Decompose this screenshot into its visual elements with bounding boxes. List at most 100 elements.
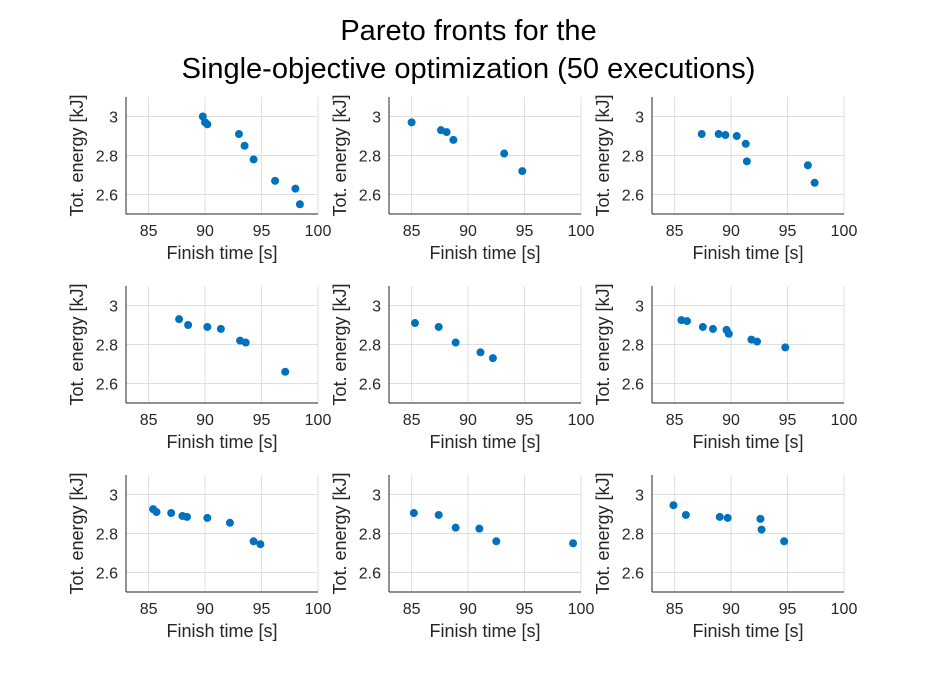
x-tick-label: 95 [253,601,271,618]
data-point [741,139,750,148]
y-tick-label: 2.8 [96,149,118,166]
y-axis-label: Tot. energy [kJ] [67,472,87,594]
x-tick-label: 85 [140,601,158,618]
data-point [698,322,707,331]
y-tick-label: 2.8 [359,338,381,355]
x-tick-label: 100 [831,601,858,618]
x-tick-label: 85 [403,412,421,429]
x-axis-label: Finish time [s] [429,621,540,641]
y-tick-label: 3 [635,488,644,505]
data-point [449,135,458,144]
subplot-3: 85 90 95 100 2.6 2.8 3 Finish time [s] Tot. ener… [593,94,857,263]
x-axis-label: Finish time [s] [166,621,277,641]
y-axis-label: Tot. energy [kJ] [593,472,613,594]
y-tick-label: 2.6 [96,377,118,394]
x-axis-label: Finish time [s] [429,243,540,263]
data-point [184,321,193,329]
data-point [753,337,762,346]
data-point [234,130,243,139]
data-point [681,510,690,519]
x-tick-label: 95 [779,601,797,618]
y-axis-label: Tot. energy [kJ] [67,94,87,216]
data-point [781,343,790,352]
data-point [732,132,741,140]
y-axis-label: Tot. energy [kJ] [67,283,87,405]
x-tick-label: 90 [722,601,740,618]
data-point [669,501,678,510]
y-tick-label: 2.6 [359,566,381,583]
x-tick-label: 90 [196,223,214,240]
data-point [281,367,290,376]
x-axis-label: Finish time [s] [166,432,277,452]
subplot-1: 85 90 95 100 2.6 2.8 3 Finish time [s] Tot. ener… [67,94,331,263]
y-tick-label: 3 [372,299,381,316]
data-point [434,510,443,519]
y-tick-label: 3 [109,110,118,127]
data-point [488,354,497,363]
x-axis-label: Finish time [s] [429,432,540,452]
x-tick-label: 90 [196,412,214,429]
x-tick-label: 90 [722,412,740,429]
y-tick-label: 2.6 [622,188,644,205]
x-tick-label: 85 [403,601,421,618]
data-point [175,315,184,324]
data-point [271,176,280,185]
data-point [407,118,416,127]
data-point [723,513,732,522]
x-tick-label: 90 [459,412,477,429]
y-tick-label: 2.6 [622,566,644,583]
data-point [203,120,212,129]
chart-title-line-1: Pareto fronts for the [340,15,597,47]
x-tick-label: 90 [459,223,477,240]
x-tick-label: 95 [516,412,534,429]
data-point [182,512,191,521]
data-point [291,184,300,193]
data-point [569,539,578,548]
data-point [810,178,819,187]
y-tick-label: 2.6 [96,566,118,583]
data-point [409,509,418,518]
data-point [434,322,443,331]
y-tick-label: 2.8 [96,527,118,544]
x-tick-label: 90 [196,601,214,618]
subplot-2: 85 90 95 100 2.6 2.8 3 Finish time [s] Tot. ener… [330,94,594,263]
data-point [451,338,460,347]
y-tick-label: 2.8 [96,338,118,355]
x-tick-label: 100 [305,412,332,429]
data-point [780,537,789,546]
y-tick-label: 2.8 [622,338,644,355]
data-point [241,338,250,347]
x-axis-label: Finish time [s] [692,432,803,452]
x-tick-label: 85 [140,412,158,429]
data-point [757,525,766,534]
data-point [721,131,730,140]
x-tick-label: 100 [305,601,332,618]
data-point [256,540,265,549]
y-tick-label: 2.6 [622,377,644,394]
data-point [476,348,485,357]
x-tick-label: 100 [305,223,332,240]
x-tick-label: 90 [722,223,740,240]
y-tick-label: 3 [372,110,381,127]
x-tick-label: 85 [666,223,684,240]
data-point [518,167,527,176]
y-tick-label: 2.8 [622,149,644,166]
data-point [216,324,225,333]
data-point [225,518,234,527]
y-tick-label: 2.8 [359,527,381,544]
x-tick-label: 100 [568,601,595,618]
x-tick-label: 85 [403,223,421,240]
y-tick-label: 2.8 [359,149,381,166]
y-tick-label: 2.6 [359,377,381,394]
data-point [756,514,765,523]
data-point [475,524,484,533]
y-axis-label: Tot. energy [kJ] [593,283,613,405]
y-axis-label: Tot. energy [kJ] [330,472,350,594]
subplot-7: 85 90 95 100 2.6 2.8 3 Finish time [s] Tot. ener… [67,472,331,641]
chart-title-line-2: Single-objective optimization (50 execut… [181,53,756,85]
data-point [442,128,451,137]
y-tick-label: 3 [372,488,381,505]
data-point [203,322,212,331]
subplot-8: 85 90 95 100 2.6 2.8 3 Finish time [s] Tot. ener… [330,472,594,641]
